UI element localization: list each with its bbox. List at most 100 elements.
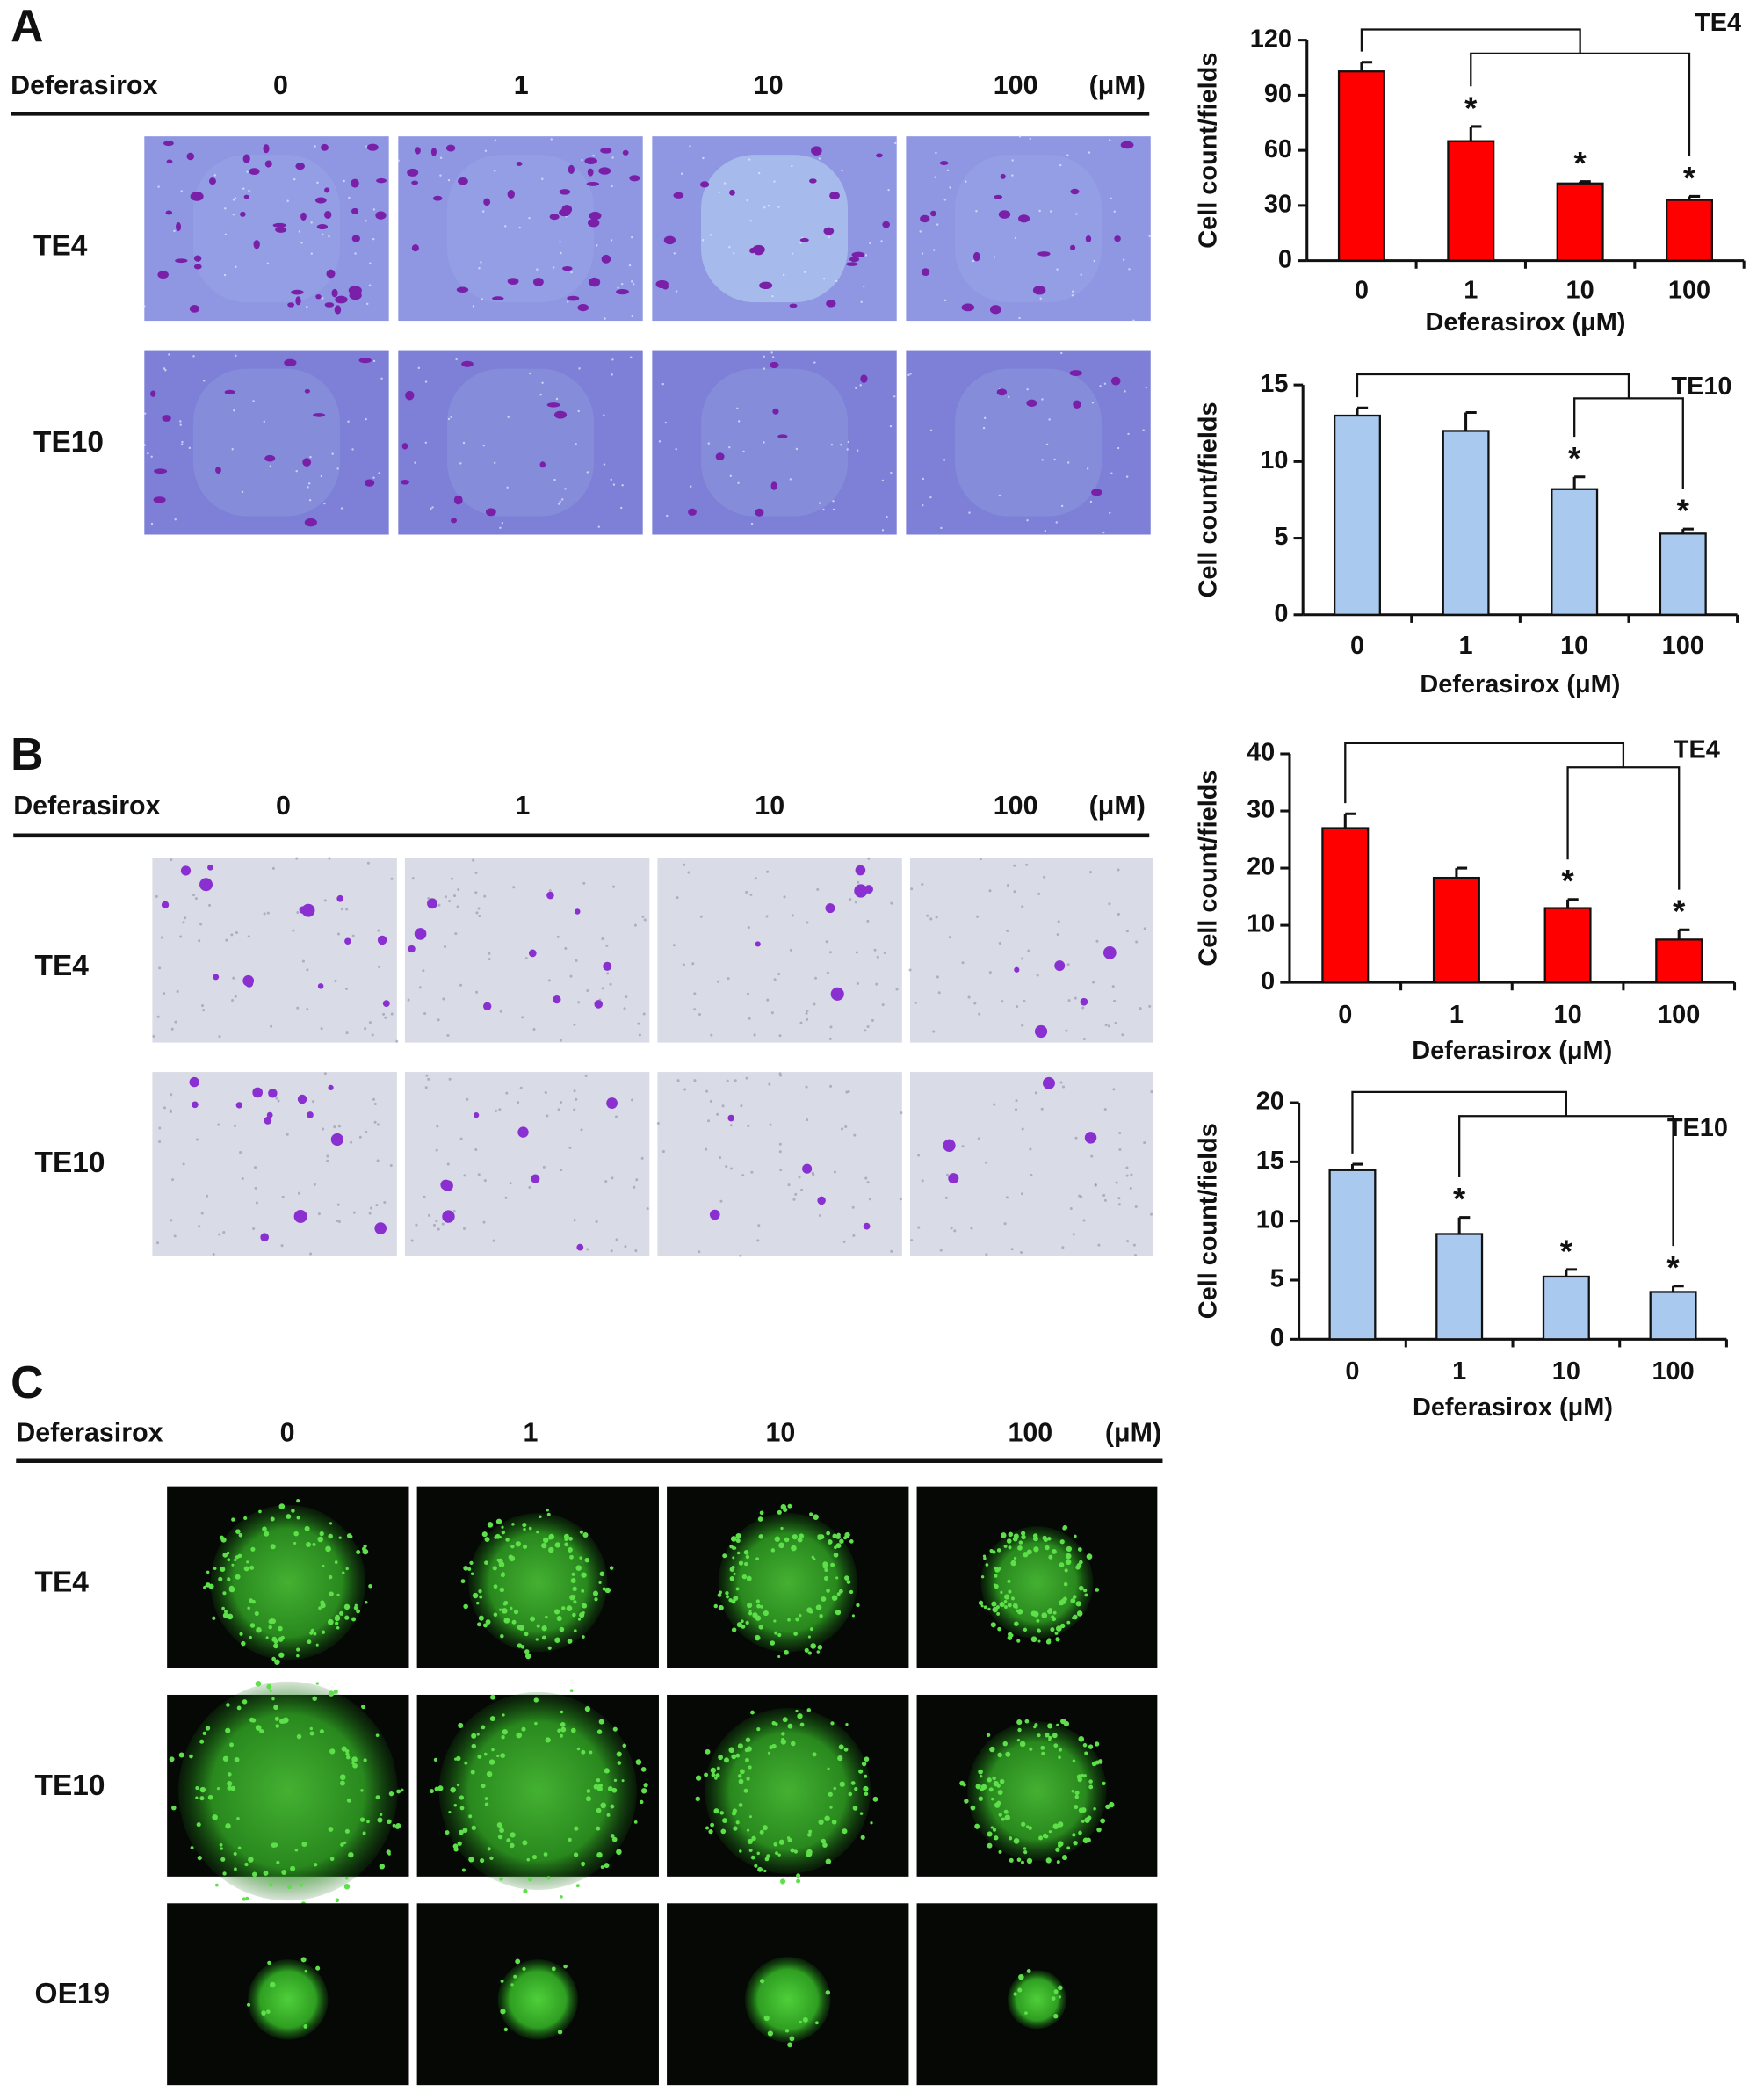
x-tick-label: 0	[1345, 1357, 1359, 1386]
pore	[1069, 1206, 1073, 1211]
pore	[935, 916, 938, 919]
pore	[452, 894, 457, 898]
cell	[269, 1690, 272, 1693]
cell	[598, 1581, 602, 1584]
cell	[740, 1619, 744, 1624]
cell	[1057, 1821, 1064, 1828]
pore	[1114, 1021, 1117, 1024]
cell	[582, 1531, 589, 1538]
cell	[1052, 1733, 1058, 1739]
cell	[490, 1694, 495, 1700]
cell	[1073, 400, 1081, 409]
cell	[451, 518, 458, 524]
pore	[709, 1099, 712, 1103]
cell	[459, 1795, 465, 1800]
cell	[1003, 1600, 1008, 1603]
cell	[195, 1796, 199, 1799]
pore	[352, 1211, 356, 1214]
cell	[596, 1807, 602, 1813]
pore	[1025, 863, 1029, 866]
y-tick-label: 0	[1274, 599, 1288, 627]
pore	[559, 241, 561, 243]
pore	[779, 1169, 783, 1172]
cell	[735, 1587, 740, 1591]
cell	[1114, 235, 1121, 242]
cell	[479, 1595, 483, 1599]
pore	[570, 271, 573, 274]
pore	[320, 1027, 323, 1031]
pore	[710, 1033, 713, 1037]
pore	[195, 1138, 199, 1141]
cell	[825, 1858, 832, 1864]
cell	[576, 1747, 581, 1751]
pore	[736, 407, 739, 410]
pore	[1094, 1183, 1097, 1187]
cell	[516, 1732, 523, 1739]
pore	[376, 1159, 380, 1162]
pore	[1109, 139, 1111, 141]
pore	[701, 239, 705, 242]
cell	[505, 1538, 510, 1542]
cell	[571, 1572, 575, 1576]
cell	[328, 1533, 333, 1539]
pore	[814, 976, 818, 980]
cell	[987, 1777, 992, 1783]
pore	[584, 1074, 588, 1077]
cell	[722, 1553, 727, 1559]
cell	[1051, 1615, 1055, 1619]
bar	[1649, 1291, 1697, 1341]
pore	[1091, 402, 1095, 404]
pore	[612, 885, 616, 888]
cell	[309, 1631, 314, 1635]
pore	[791, 914, 794, 917]
cell	[243, 1566, 249, 1572]
pore	[454, 932, 458, 936]
pore	[698, 1013, 702, 1017]
cell	[804, 1647, 809, 1653]
pore	[683, 863, 686, 866]
cell	[235, 1555, 240, 1560]
pore	[592, 154, 595, 157]
cell	[1048, 1829, 1052, 1834]
cell	[212, 1616, 216, 1620]
y-axis-label: Cell count/fields	[1194, 402, 1222, 597]
cell	[752, 1612, 758, 1618]
cell	[222, 1612, 229, 1618]
cell	[774, 1631, 778, 1635]
pore	[889, 424, 893, 428]
pore	[756, 1239, 760, 1242]
pore	[893, 395, 896, 398]
pore	[424, 1086, 428, 1089]
pore	[749, 893, 753, 896]
image-background	[909, 858, 1153, 1043]
cell	[453, 1803, 458, 1807]
cell	[584, 1557, 590, 1563]
cell	[1074, 1805, 1079, 1810]
pore	[766, 870, 770, 873]
cell	[291, 1509, 295, 1513]
pore	[547, 979, 551, 982]
pore	[481, 298, 483, 300]
pore	[1043, 875, 1046, 879]
cell	[860, 374, 868, 383]
pore	[1117, 868, 1120, 872]
pore	[1112, 1088, 1116, 1091]
cell	[320, 1603, 326, 1609]
pore	[472, 858, 475, 862]
cell	[1016, 1719, 1023, 1726]
cell	[993, 1780, 1000, 1787]
cell	[523, 1544, 528, 1550]
cell	[601, 254, 611, 264]
pore	[1056, 933, 1059, 937]
pore	[158, 1126, 162, 1130]
cell	[582, 1603, 588, 1609]
cell	[271, 1842, 277, 1848]
pore	[143, 444, 147, 446]
cell	[1086, 1553, 1093, 1560]
y-tick-label: 0	[1278, 245, 1292, 273]
y-tick-label: 0	[1261, 967, 1275, 995]
cell	[1064, 1568, 1068, 1573]
cell	[515, 1958, 521, 1965]
cell	[219, 1843, 223, 1847]
